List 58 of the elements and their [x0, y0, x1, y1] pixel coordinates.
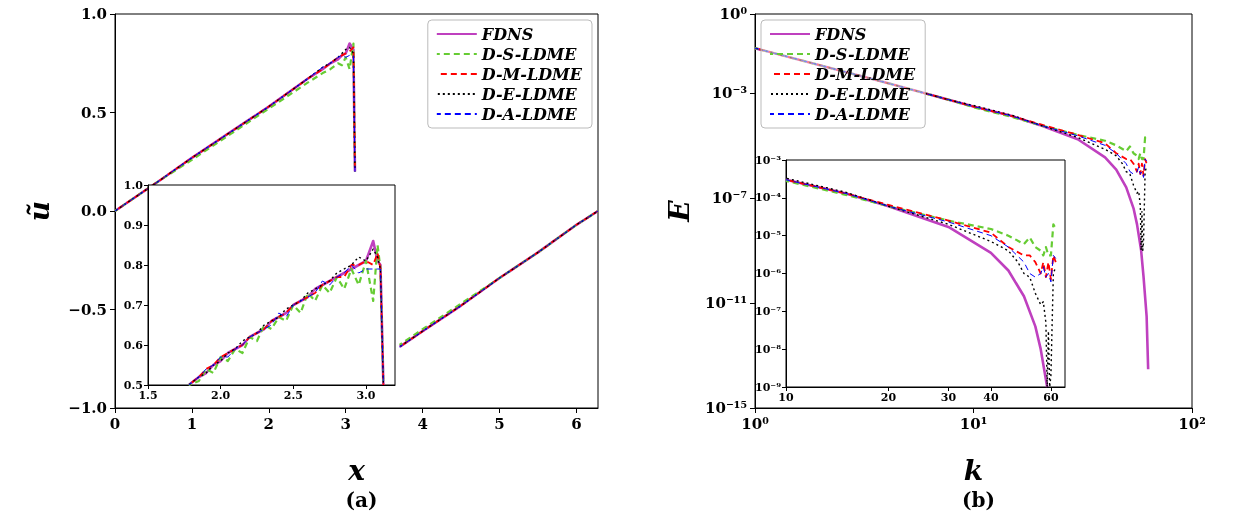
y-tick-label: 10⁻⁶ — [755, 267, 782, 280]
x-tick-label: 10 — [778, 391, 794, 404]
x-tick-label: 0 — [109, 414, 121, 433]
y-tick-label: 10⁻¹⁵ — [705, 399, 747, 417]
y-tick-label: 10⁻⁷ — [711, 188, 747, 207]
text: (a) — [345, 488, 378, 512]
y-tick-label: 10⁻⁸ — [755, 342, 782, 356]
legend-label: D-E-LDME — [814, 84, 911, 104]
x-tick-label: 40 — [983, 391, 999, 404]
x-tick-label: 6 — [571, 414, 582, 433]
legend-label: D-E-LDME — [480, 84, 578, 104]
y-tick-label: 0.6 — [123, 338, 144, 352]
y-axis-title: ũ — [22, 200, 56, 222]
y-tick-label: 0.9 — [123, 218, 143, 232]
y-tick-label: 10⁻³ — [755, 153, 782, 167]
x-tick-label: 2 — [263, 414, 275, 433]
x-tick-label: 2.5 — [283, 389, 303, 402]
y-tick-label: −0.5 — [68, 300, 107, 319]
x-tick-label: 30 — [940, 391, 957, 404]
y-tick-label: 10⁻⁷ — [755, 304, 782, 318]
y-tick-label: 10⁻⁵ — [755, 229, 782, 243]
legend-label: D-S-LDME — [480, 44, 578, 64]
x-tick-label: 10¹ — [959, 414, 988, 433]
x-tick-label: 1 — [186, 414, 198, 433]
y-tick-label: 10⁻⁹ — [755, 380, 782, 394]
y-tick-label: 0.0 — [80, 202, 107, 220]
y-tick-label: 1.0 — [80, 5, 107, 23]
x-axis-title: x — [347, 453, 366, 487]
y-tick-label: 0.5 — [80, 103, 107, 122]
x-axis-title: k — [963, 453, 984, 487]
y-tick-label: 10⁰ — [719, 5, 748, 23]
x-tick-label: 3 — [340, 414, 351, 433]
legend-label: D-A-LDME — [814, 104, 911, 124]
legend-label: FDNS — [814, 24, 867, 44]
y-axis-title: E — [662, 199, 696, 223]
x-tick-label: 20 — [880, 391, 897, 404]
x-tick-label: 3.0 — [356, 389, 376, 402]
x-tick-label: 10⁰ — [741, 414, 770, 433]
y-tick-label: 0.5 — [123, 378, 143, 392]
legend-label: D-A-LDME — [480, 104, 578, 124]
legend-label: D-M-LDME — [814, 64, 916, 84]
y-tick-label: 10⁻³ — [711, 83, 747, 102]
legend-label: D-M-LDME — [480, 64, 583, 84]
text: (b) — [962, 488, 995, 512]
x-tick-label: 1.5 — [138, 389, 158, 402]
y-tick-label: 10⁻¹¹ — [705, 293, 747, 312]
y-tick-label: 10⁻⁴ — [755, 191, 782, 205]
x-tick-label: 5 — [494, 414, 505, 433]
y-tick-label: 1.0 — [123, 178, 144, 192]
y-tick-label: 0.7 — [123, 298, 143, 312]
x-tick-label: 10² — [1178, 414, 1206, 433]
x-tick-label: 4 — [417, 414, 428, 433]
legend-label: FDNS — [480, 24, 534, 44]
y-tick-label: −1.0 — [68, 399, 107, 417]
y-tick-label: 0.8 — [123, 258, 144, 272]
legend-label: D-S-LDME — [814, 44, 911, 64]
x-tick-label: 2.0 — [211, 389, 231, 402]
x-tick-label: 60 — [1043, 391, 1059, 404]
